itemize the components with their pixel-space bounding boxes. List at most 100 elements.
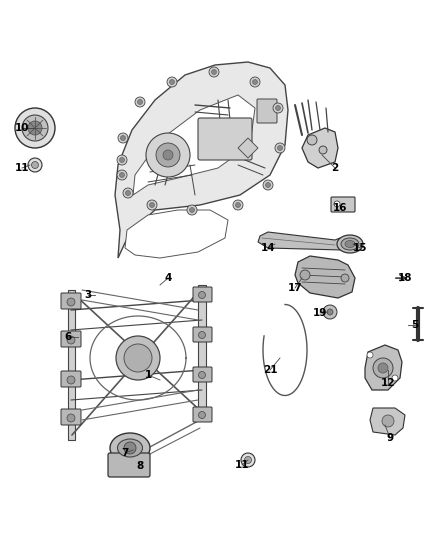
Text: 3: 3 xyxy=(85,290,92,300)
Circle shape xyxy=(275,143,285,153)
Circle shape xyxy=(117,170,127,180)
FancyBboxPatch shape xyxy=(198,118,252,160)
Circle shape xyxy=(244,456,251,464)
Polygon shape xyxy=(125,210,228,258)
Text: 6: 6 xyxy=(64,332,72,342)
Text: 7: 7 xyxy=(121,448,129,458)
Circle shape xyxy=(67,298,75,306)
FancyBboxPatch shape xyxy=(61,371,81,387)
Circle shape xyxy=(250,77,260,87)
FancyBboxPatch shape xyxy=(193,407,212,422)
Polygon shape xyxy=(302,128,338,168)
Circle shape xyxy=(307,135,317,145)
Circle shape xyxy=(22,115,48,141)
Circle shape xyxy=(126,190,131,196)
Circle shape xyxy=(124,344,152,372)
Text: 16: 16 xyxy=(333,203,347,213)
Ellipse shape xyxy=(337,235,363,253)
Circle shape xyxy=(124,442,136,454)
Circle shape xyxy=(67,414,75,422)
Circle shape xyxy=(67,376,75,384)
Polygon shape xyxy=(295,256,355,298)
Circle shape xyxy=(198,372,205,378)
Circle shape xyxy=(149,203,155,207)
Circle shape xyxy=(334,201,340,207)
Circle shape xyxy=(300,270,310,280)
Circle shape xyxy=(67,336,75,344)
Text: 1: 1 xyxy=(145,370,152,380)
Circle shape xyxy=(278,146,283,150)
Text: 8: 8 xyxy=(136,461,144,471)
Circle shape xyxy=(341,274,349,282)
Text: 21: 21 xyxy=(263,365,277,375)
FancyBboxPatch shape xyxy=(331,197,355,212)
Circle shape xyxy=(198,292,205,298)
Circle shape xyxy=(163,150,173,160)
Circle shape xyxy=(120,135,126,141)
Text: 19: 19 xyxy=(313,308,327,318)
FancyBboxPatch shape xyxy=(193,327,212,342)
Polygon shape xyxy=(198,285,206,420)
Text: 18: 18 xyxy=(398,273,412,283)
Text: 15: 15 xyxy=(353,243,367,253)
FancyBboxPatch shape xyxy=(61,331,81,347)
Circle shape xyxy=(263,180,273,190)
Circle shape xyxy=(138,100,142,104)
Circle shape xyxy=(378,363,388,373)
Polygon shape xyxy=(133,95,255,195)
Circle shape xyxy=(198,411,205,418)
Circle shape xyxy=(28,158,42,172)
Circle shape xyxy=(236,203,240,207)
Text: 14: 14 xyxy=(261,243,276,253)
Circle shape xyxy=(382,415,394,427)
FancyBboxPatch shape xyxy=(193,367,212,382)
Circle shape xyxy=(32,161,39,168)
Polygon shape xyxy=(365,345,402,390)
Circle shape xyxy=(233,200,243,210)
Polygon shape xyxy=(115,62,288,258)
Circle shape xyxy=(118,133,128,143)
Circle shape xyxy=(187,205,197,215)
Text: 10: 10 xyxy=(15,123,29,133)
Circle shape xyxy=(123,188,133,198)
Ellipse shape xyxy=(117,439,142,457)
Text: 5: 5 xyxy=(411,320,419,330)
FancyBboxPatch shape xyxy=(108,453,150,477)
Circle shape xyxy=(190,207,194,213)
Circle shape xyxy=(198,332,205,338)
Text: 11: 11 xyxy=(15,163,29,173)
Ellipse shape xyxy=(345,240,355,247)
Circle shape xyxy=(276,106,280,110)
Circle shape xyxy=(367,352,373,358)
Text: 17: 17 xyxy=(288,283,302,293)
Circle shape xyxy=(319,146,327,154)
Circle shape xyxy=(120,173,124,177)
Text: 4: 4 xyxy=(164,273,172,283)
Circle shape xyxy=(120,157,124,163)
Circle shape xyxy=(212,69,216,75)
Circle shape xyxy=(116,336,160,380)
Circle shape xyxy=(28,121,42,135)
Circle shape xyxy=(323,305,337,319)
Circle shape xyxy=(327,309,333,315)
Circle shape xyxy=(15,108,55,148)
Circle shape xyxy=(392,375,398,381)
Polygon shape xyxy=(370,408,405,435)
FancyBboxPatch shape xyxy=(61,293,81,309)
Circle shape xyxy=(117,155,127,165)
Polygon shape xyxy=(68,290,75,440)
FancyBboxPatch shape xyxy=(61,409,81,425)
Text: 11: 11 xyxy=(235,460,249,470)
Text: 9: 9 xyxy=(386,433,394,443)
Polygon shape xyxy=(238,138,258,158)
Circle shape xyxy=(265,182,271,188)
Circle shape xyxy=(209,67,219,77)
Polygon shape xyxy=(258,232,345,250)
Circle shape xyxy=(373,358,393,378)
Circle shape xyxy=(252,79,258,85)
Circle shape xyxy=(147,200,157,210)
Circle shape xyxy=(241,453,255,467)
Circle shape xyxy=(156,143,180,167)
Circle shape xyxy=(135,97,145,107)
Text: 2: 2 xyxy=(332,163,339,173)
